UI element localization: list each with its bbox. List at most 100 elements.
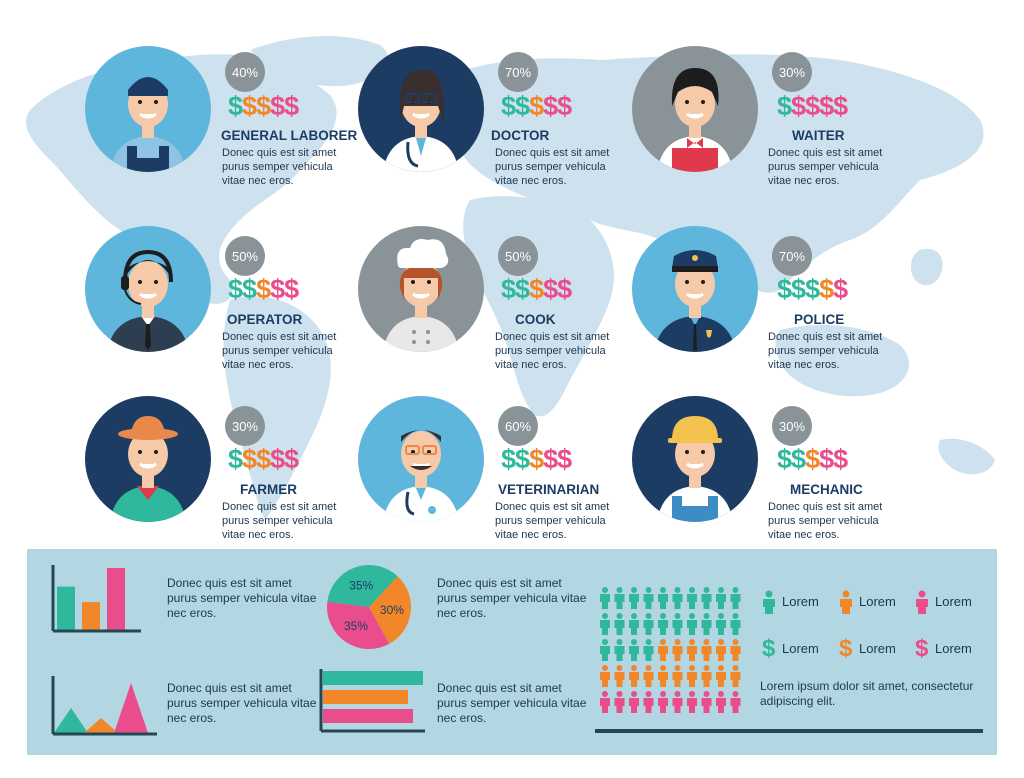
person-head [616, 613, 623, 619]
hbar-A [323, 671, 423, 685]
statistics-panel: Donec quis est sit amet purus semper veh… [27, 549, 997, 755]
person-figure [687, 665, 697, 687]
legend-label: Lorem [782, 641, 819, 656]
percent-badge: 50% [498, 236, 538, 276]
person-body [643, 698, 654, 713]
person-figure [643, 691, 654, 713]
person-body [730, 698, 741, 713]
profession-description: Donec quis est sit amet purus semper veh… [222, 501, 337, 541]
person-body [629, 620, 639, 635]
person-body [643, 594, 654, 609]
person-head [660, 691, 666, 697]
profession-card: 50% $$$$$ COOK Donec quis est sit amet puru… [358, 226, 658, 396]
person-head [718, 587, 724, 593]
percent-badge: 40% [225, 52, 265, 92]
person-body [614, 594, 625, 609]
person-head [602, 587, 608, 593]
person-figure [643, 665, 654, 687]
dollar-icon: $ [228, 274, 243, 304]
person-figure [614, 665, 625, 687]
area-peak-orange [84, 718, 118, 733]
farmer-avatar [85, 396, 211, 522]
general-laborer-avatar [85, 46, 211, 172]
person-head [674, 587, 681, 593]
profession-card: 30% $$$$$ WAITER Donec quis est sit amet pu… [632, 46, 932, 216]
person-figure [600, 691, 610, 713]
dollar-icon: $ [270, 274, 285, 304]
dollar-icon: $ [501, 91, 516, 121]
salary-rating: $$$$$ [501, 91, 572, 121]
percent-badge: 30% [225, 406, 265, 446]
person-figure [643, 613, 654, 635]
dollar-icon: $ [515, 444, 530, 474]
mini-horizontal-bar-chart [319, 669, 425, 733]
profession-title: GENERAL LABORER [221, 128, 358, 143]
dollar-icon: $ [839, 635, 853, 662]
panel-text-4: Donec quis est sit amet purus semper veh… [437, 681, 587, 725]
person-icon [839, 590, 853, 619]
dollar-icon: $ [833, 444, 848, 474]
profession-title: OPERATOR [227, 312, 303, 327]
area-peak-pink [114, 683, 148, 733]
dollar-icon: $ [543, 274, 558, 304]
person-body [600, 594, 610, 609]
profession-title: FARMER [240, 482, 297, 497]
salary-rating: $$$$$ [501, 444, 572, 474]
hbar-B [323, 690, 408, 704]
person-head [689, 691, 695, 697]
person-head [732, 665, 739, 671]
person-figure [614, 613, 625, 635]
salary-rating: $$$$$ [501, 274, 572, 304]
dollar-icon: $ [557, 274, 572, 304]
person-figure [600, 587, 610, 609]
person-head [718, 613, 724, 619]
mechanic-avatar [632, 396, 758, 522]
person-body [716, 646, 726, 661]
dollar-icon: $ [557, 444, 572, 474]
person-figure [730, 613, 741, 635]
person-head [602, 691, 608, 697]
person-figure [701, 613, 712, 635]
dollar-icon: $ [228, 444, 243, 474]
panel-text-3: Donec quis est sit amet purus semper veh… [167, 681, 317, 725]
dollar-icon: $ [515, 91, 530, 121]
person-body [687, 698, 697, 713]
person-body [716, 672, 726, 687]
person-head [645, 613, 652, 619]
hbar-C [323, 709, 413, 723]
dollar-icon: $ [791, 91, 806, 121]
pie-slice [327, 565, 398, 607]
dollar-icon: $ [557, 91, 572, 121]
person-body [672, 672, 683, 687]
person-head [645, 691, 652, 697]
person-head [703, 639, 710, 645]
person-head [660, 665, 666, 671]
person-figure [658, 639, 668, 661]
person-body [730, 672, 741, 687]
dollar-icon: $ [791, 444, 806, 474]
person-body [614, 646, 625, 661]
person-head [718, 639, 724, 645]
person-figure [658, 691, 668, 713]
person-head [718, 691, 724, 697]
profession-title: COOK [515, 312, 556, 327]
cook-avatar [358, 226, 484, 352]
person-figure [687, 691, 697, 713]
profession-description: Donec quis est sit amet purus semper veh… [495, 147, 610, 187]
police-avatar [632, 226, 758, 352]
bar-C [107, 568, 125, 630]
pie-slice [327, 601, 390, 649]
person-head [616, 665, 623, 671]
person-body [716, 620, 726, 635]
profession-card: 30% $$$$$ MECHANIC Donec quis est sit amet … [632, 396, 932, 566]
person-head [602, 639, 608, 645]
person-figure [658, 665, 668, 687]
percent-badge: 70% [498, 52, 538, 92]
person-figure [672, 613, 683, 635]
person-body [629, 594, 639, 609]
mini-area-chart [51, 676, 157, 736]
person-figure [701, 587, 712, 609]
profession-description: Donec quis est sit amet purus semper veh… [768, 501, 883, 541]
person-body [730, 594, 741, 609]
